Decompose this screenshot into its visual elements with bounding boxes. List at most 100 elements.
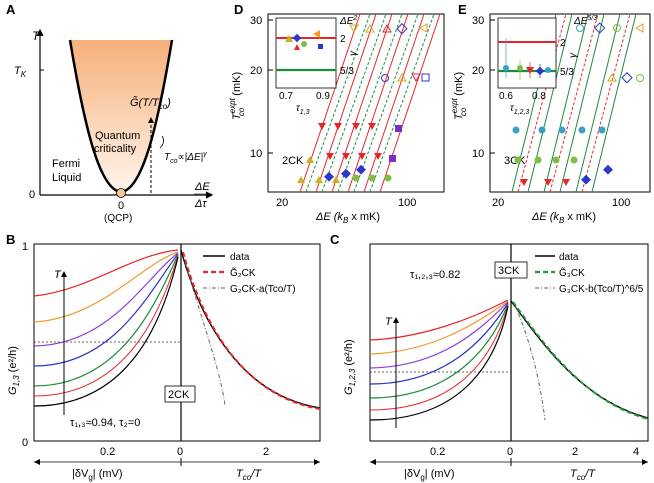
panel-d-y-ticks: 30 20 10 — [250, 15, 273, 160]
panel-c-tag: 3CK — [498, 265, 520, 277]
qc-label-2: criticality — [94, 143, 137, 155]
panel-c-t-label: T — [385, 316, 393, 328]
panel-b-x-label-right: Tco/T — [236, 468, 262, 482]
panel-e-y-label: Texptco(mK) — [450, 72, 468, 120]
panel-a-x-label-top: ΔE — [194, 181, 210, 193]
legend-gtilde-label-b: G̃₂CK — [230, 266, 256, 279]
g-tilde-label: G̃(T/Tco) — [130, 96, 171, 111]
panel-d-y-tick-20: 20 — [250, 65, 262, 77]
panel-c-curves-right — [510, 300, 649, 421]
panel-d-frame — [267, 13, 445, 193]
fermi-label-2: Liquid — [52, 172, 81, 184]
panel-d-y-label: Texptco(mK) — [228, 72, 246, 120]
panel-a-tk-label: TK — [14, 65, 27, 79]
panel-e-markers — [512, 22, 644, 186]
panel-b-param-note: τ₁,₃≈0.94, τ₂=0 — [70, 417, 140, 429]
panel-c-legend: data G̃₃CK G₃CK-b(Tco/T)^6/5 — [535, 252, 644, 295]
panel-b: B 1 0 G1,3(e²/h) T τ₁,₃≈0.94, τ₂=0 2CK d… — [6, 232, 321, 482]
panel-b-legend: data G̃₂CK G₂CK-a(Tco/T) — [203, 252, 296, 295]
panel-d: D 30 20 10 Texptco(mK) 20 100 ΔE (kB x m… — [228, 2, 445, 225]
panel-e-inset-y-tick-53: 5/3 — [560, 67, 574, 78]
legend-data-label-c: data — [559, 252, 579, 263]
panel-b-letter: B — [6, 232, 15, 247]
panel-c-param-note: τ₁,₂,₃≈0.82 — [410, 269, 460, 281]
panel-c-x-label-right: Tco/T — [570, 468, 596, 482]
panel-d-inset-x-tick-07: 0.7 — [279, 91, 293, 102]
panel-e-y-tick-30: 30 — [472, 15, 484, 27]
panel-e-inset-annotation: ΔE5/3 — [573, 15, 597, 27]
panel-b-curves-right — [180, 249, 321, 410]
panel-d-inset-y-tick-2: 2 — [340, 34, 346, 45]
panel-c-frame — [369, 243, 649, 442]
panel-b-tag-box — [164, 385, 196, 403]
panel-b-frame — [33, 243, 321, 442]
tco-pointer — [159, 135, 164, 149]
fermi-label-1: Fermi — [52, 158, 80, 170]
panel-d-x-tick-20: 20 — [276, 197, 288, 209]
panel-c-curves-left — [369, 299, 509, 421]
panel-e-inset-x-tick-08: 0.8 — [532, 91, 546, 102]
qc-label-1: Quantum — [95, 130, 140, 142]
panel-b-x-label-left: |δVg| (mV) — [72, 468, 123, 482]
legend-asym-label-c: G₃CK-b(Tco/T)^6/5 — [559, 284, 644, 295]
panel-d-x-tick-100: 100 — [398, 197, 416, 209]
panel-d-markers — [297, 23, 430, 183]
panel-e: E 30 20 10 Texptco(mK) 20 100 ΔE (kB x m… — [450, 2, 651, 225]
panel-b-y-tick-0: 0 — [22, 437, 28, 449]
panel-d-letter: D — [234, 2, 243, 17]
qcp-point — [116, 188, 126, 198]
panel-c-x-tick-02: 0.2 — [430, 446, 445, 458]
panel-e-x-tick-20: 20 — [492, 197, 504, 209]
legend-data-label-b: data — [230, 252, 250, 263]
panel-e-x-tick-100: 100 — [612, 197, 630, 209]
panel-c-x-tick-4: 4 — [633, 446, 639, 458]
panel-d-inset: 2 5/3 γ 0.7 0.9 τ1,3 ΔE2 — [275, 15, 359, 116]
panel-c-tag-box — [494, 261, 528, 279]
panel-c-x-label-left: |δVg| (mV) — [404, 468, 455, 482]
panel-a-y-zero: 0 — [29, 189, 35, 201]
panel-e-inset-y-label: γ — [568, 52, 579, 58]
panel-b-x-tick-02: 0.2 — [100, 446, 115, 458]
legend-gtilde-label-c: G̃₃CK — [559, 266, 585, 279]
panel-a-y-label: T — [32, 29, 41, 43]
panel-b-x-tick-2: 2 — [263, 446, 269, 458]
panel-d-inset-x-label: τ1,3 — [296, 103, 310, 116]
tco-label: Tco∝|ΔE|γ — [164, 151, 207, 165]
panel-e-y-ticks: 30 20 10 — [472, 15, 495, 160]
panel-b-x-tick-0: 0 — [177, 446, 183, 458]
panel-e-inset-x-label: τ1,2,3 — [510, 103, 529, 116]
panel-a-letter: A — [6, 2, 16, 17]
panel-c-letter: C — [330, 232, 340, 247]
panel-c: C G1,2,3(e²/h) T τ₁,₂,₃≈0.82 3CK data — [330, 232, 649, 482]
panel-a-x-label-bottom: Δτ — [194, 198, 207, 210]
panel-d-inset-y-tick-53: 5/3 — [340, 66, 354, 77]
panel-e-y-tick-10: 10 — [472, 148, 484, 160]
panel-b-y-label: G1,3(e²/h) — [7, 346, 21, 395]
panel-e-x-label: ΔE (kB x mK) — [531, 211, 596, 225]
panel-e-inset: 2 5/3 γ 0.6 0.8 τ1,2,3 ΔE5/3 — [497, 15, 597, 116]
panel-b-y-tick-1: 1 — [22, 241, 28, 253]
legend-asym-label-b: G₂CK-a(Tco/T) — [230, 284, 296, 295]
panel-d-y-tick-30: 30 — [250, 15, 262, 27]
panel-d-inset-x-tick-09: 0.9 — [316, 91, 330, 102]
panel-d-x-label: ΔE (kB x mK) — [315, 211, 380, 225]
panel-c-x-tick-0: 0 — [507, 446, 513, 458]
panel-a-qcp: (QCP) — [104, 213, 132, 224]
panel-d-inset-annotation: ΔE2 — [339, 15, 357, 27]
panel-a-x-zero: 0 — [118, 200, 124, 212]
panel-e-inset-y-tick-2: 2 — [560, 38, 566, 49]
panel-d-inset-y-label: γ — [348, 50, 359, 56]
panel-d-tag: 2CK — [282, 155, 304, 167]
panel-d-y-tick-10: 10 — [250, 148, 262, 160]
panel-c-x-tick-2: 2 — [572, 446, 578, 458]
panel-e-frame — [489, 13, 651, 193]
panel-b-tag: 2CK — [168, 389, 190, 401]
panel-b-curves-left — [33, 249, 179, 407]
panel-e-y-tick-20: 20 — [472, 65, 484, 77]
panel-b-t-label: T — [54, 269, 62, 281]
panel-c-y-label: G1,2,3(e²/h) — [343, 339, 357, 395]
panel-e-letter: E — [458, 2, 467, 17]
panel-e-inset-x-tick-06: 0.6 — [499, 91, 513, 102]
panel-a: A T TK 0 ΔE Δτ 0 (QCP) Fermi Liquid Quan… — [6, 2, 214, 224]
